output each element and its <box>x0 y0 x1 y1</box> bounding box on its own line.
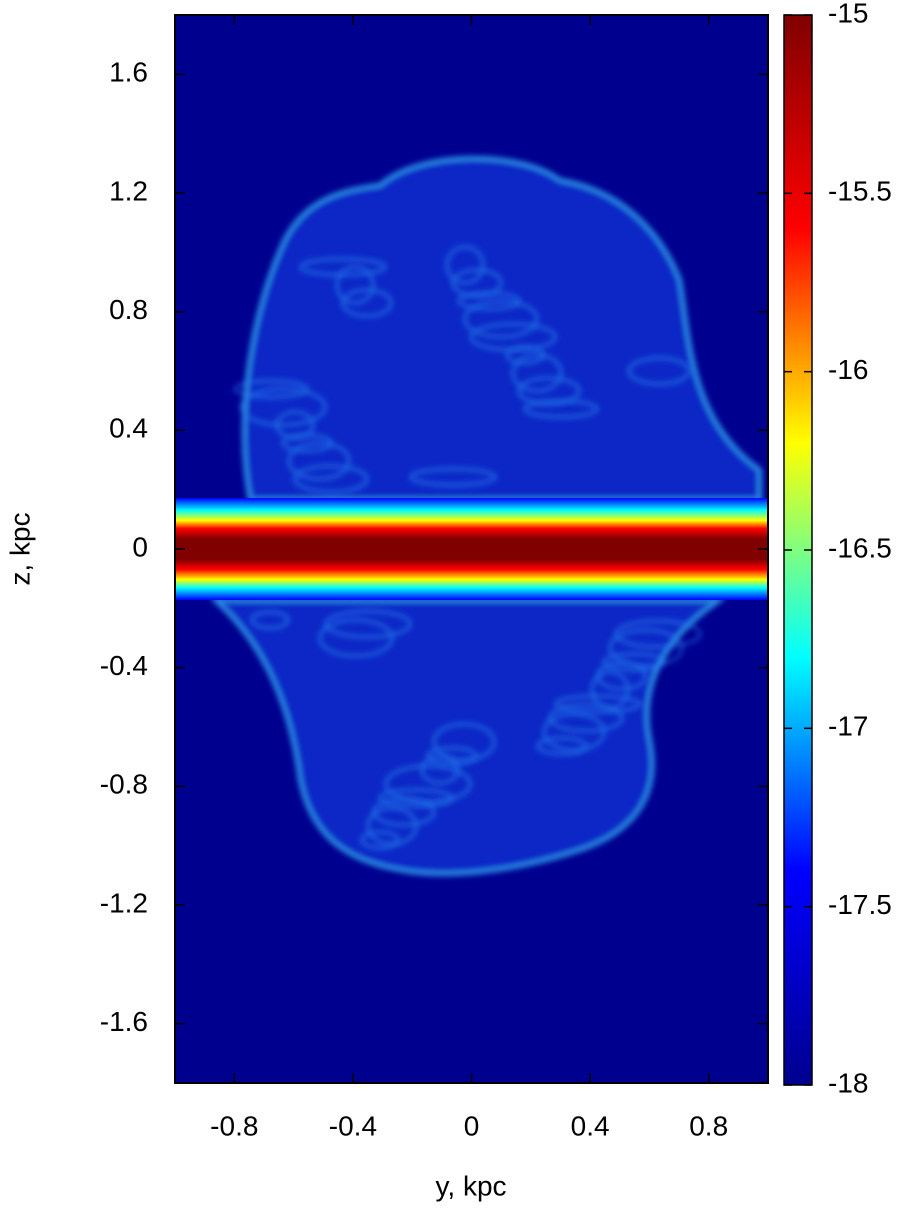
filament <box>446 246 484 284</box>
x-tick-label: -0.4 <box>329 1110 377 1141</box>
filament <box>543 713 605 751</box>
colorbar-tick-label: -17.5 <box>828 889 892 920</box>
y-tick-label: 1.2 <box>109 175 148 206</box>
filament <box>240 388 326 426</box>
heatmap-area <box>175 15 768 1083</box>
y-tick-label: -0.8 <box>100 769 148 800</box>
filament <box>427 747 477 765</box>
y-tick-label: 0 <box>132 531 148 562</box>
filament <box>410 468 496 486</box>
filament <box>524 400 598 418</box>
filament <box>288 442 350 480</box>
colorbar-tick-label: -15 <box>828 0 868 28</box>
filament <box>319 619 393 657</box>
filament <box>506 346 544 364</box>
filament <box>361 831 399 849</box>
outflow-upper <box>242 156 762 502</box>
filament <box>512 354 562 392</box>
filament <box>367 807 417 845</box>
disk <box>175 498 768 600</box>
x-tick-label: 0 <box>464 1110 480 1141</box>
filament <box>458 292 520 310</box>
filament <box>549 704 623 732</box>
colorbar-tick-label: -17 <box>828 711 868 742</box>
filament <box>615 620 701 648</box>
y-tick-label: 0.4 <box>109 413 148 444</box>
y-tick-label: 1.6 <box>109 57 148 88</box>
filament <box>336 266 374 304</box>
filament <box>300 258 386 276</box>
filament <box>609 629 683 667</box>
colorbar-tick-label: -18 <box>828 1067 868 1098</box>
y-axis-label: z, kpc <box>4 512 35 585</box>
x-tick-label: 0.4 <box>571 1110 610 1141</box>
filament <box>385 765 471 803</box>
filament <box>470 323 556 351</box>
filament <box>234 380 308 398</box>
filament <box>342 289 392 317</box>
filament <box>518 377 580 405</box>
outflow <box>209 156 762 876</box>
filament <box>433 723 495 761</box>
filament <box>373 798 435 826</box>
x-tick-label: -0.8 <box>210 1110 258 1141</box>
filament <box>603 653 665 671</box>
filament <box>537 737 587 755</box>
x-axis-label: y, kpc <box>435 1170 506 1201</box>
filament <box>379 789 453 807</box>
y-tick-label: -1.6 <box>100 1006 148 1037</box>
filament <box>421 756 459 784</box>
outflow-lower <box>209 598 727 876</box>
colorbar-tick-label: -16 <box>828 354 868 385</box>
filament <box>464 300 538 338</box>
y-tick-label: -1.2 <box>100 887 148 918</box>
y-tick-label: -0.4 <box>100 650 148 681</box>
filament <box>555 695 641 713</box>
filament <box>294 465 368 493</box>
colorbar-tick-label: -16.5 <box>828 532 892 563</box>
filament <box>628 357 690 385</box>
y-tick-label: 0.8 <box>109 294 148 325</box>
filament <box>452 269 502 297</box>
filament <box>251 611 289 629</box>
filament <box>325 610 411 638</box>
colorbar-tick-label: -15.5 <box>828 176 892 207</box>
x-tick-label: 0.8 <box>689 1110 728 1141</box>
